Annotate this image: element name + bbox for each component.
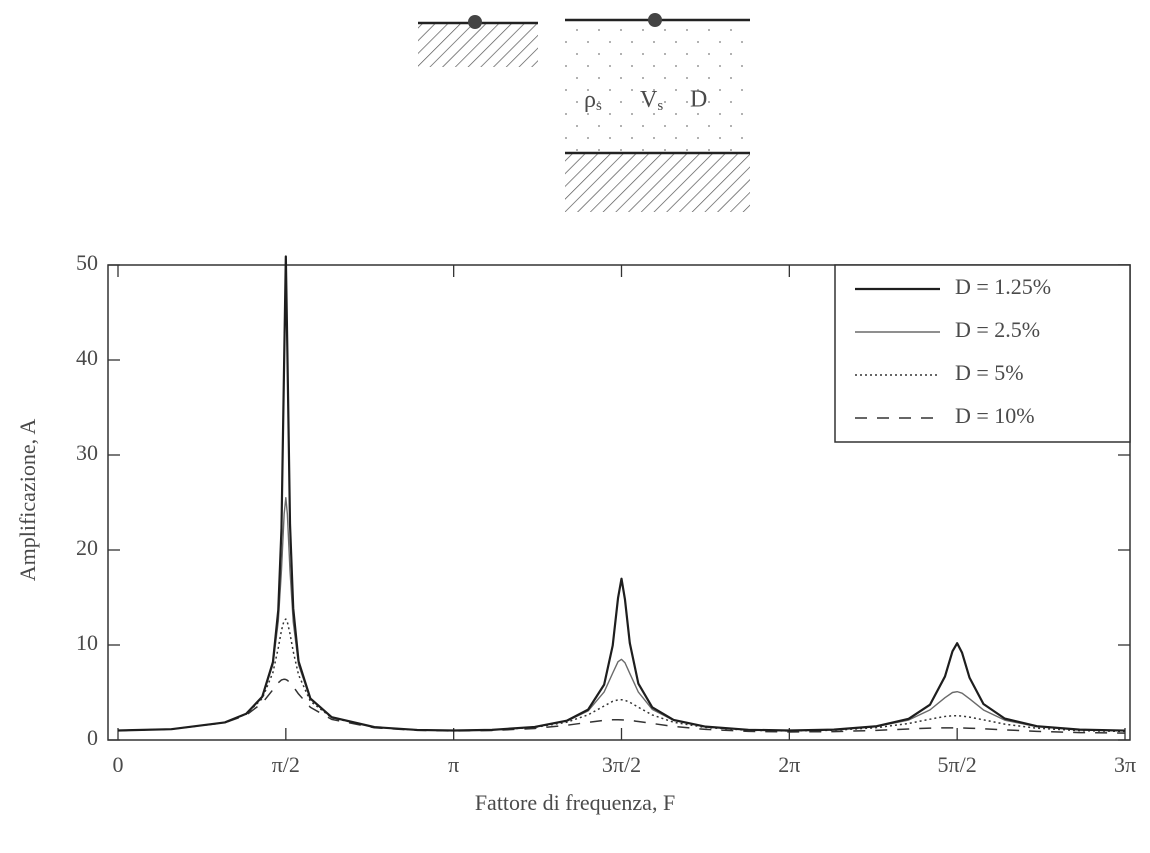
x-tick-label: 3π/2 xyxy=(602,752,641,777)
plot-frame xyxy=(107,264,1131,741)
x-tick-label: 5π/2 xyxy=(938,752,977,777)
subscript: s xyxy=(657,98,663,114)
y-tick-label: 40 xyxy=(76,345,98,370)
y-tick-label: 50 xyxy=(76,250,98,275)
legend-label: D = 1.25% xyxy=(955,274,1051,299)
x-tick-label: 0 xyxy=(113,752,124,777)
y-tick-label: 20 xyxy=(76,535,98,560)
y-tick-label: 0 xyxy=(87,725,98,750)
series-line xyxy=(117,618,1126,733)
density-label: ρs xyxy=(584,87,602,115)
y-tick-label: 10 xyxy=(76,630,98,655)
x-tick-label: 2π xyxy=(778,752,800,777)
bedrock-outcrop xyxy=(418,23,538,67)
legend-label: D = 5% xyxy=(955,360,1024,385)
velocity-label: Vs xyxy=(640,87,663,115)
series-line xyxy=(117,255,1126,732)
subscript: s xyxy=(596,98,602,114)
symbol: V xyxy=(640,87,658,113)
soil-layer xyxy=(565,20,750,153)
legend-label: D = 2.5% xyxy=(955,317,1040,342)
bedrock xyxy=(565,153,750,212)
legend-box xyxy=(834,264,1131,443)
legend: D = 1.25% D = 2.5% D = 5% D = 10% xyxy=(834,264,1131,443)
damping-label: D xyxy=(690,87,707,113)
soil-diagram: ρs Vs D xyxy=(418,13,750,212)
symbol: ρ xyxy=(584,87,596,113)
station xyxy=(648,13,662,27)
x-tick-label: π/2 xyxy=(272,752,300,777)
x-axis-label: Fattore di frequenza, F xyxy=(475,790,675,815)
station xyxy=(468,15,482,29)
legend-label: D = 10% xyxy=(955,403,1035,428)
series-line xyxy=(117,497,1126,732)
series-line xyxy=(117,678,1126,734)
y-tick-label: 30 xyxy=(76,440,98,465)
x-tick-label: 3π xyxy=(1114,752,1136,777)
y-axis-label: Amplificazione, A xyxy=(15,419,40,582)
x-tick-label: π xyxy=(448,752,459,777)
